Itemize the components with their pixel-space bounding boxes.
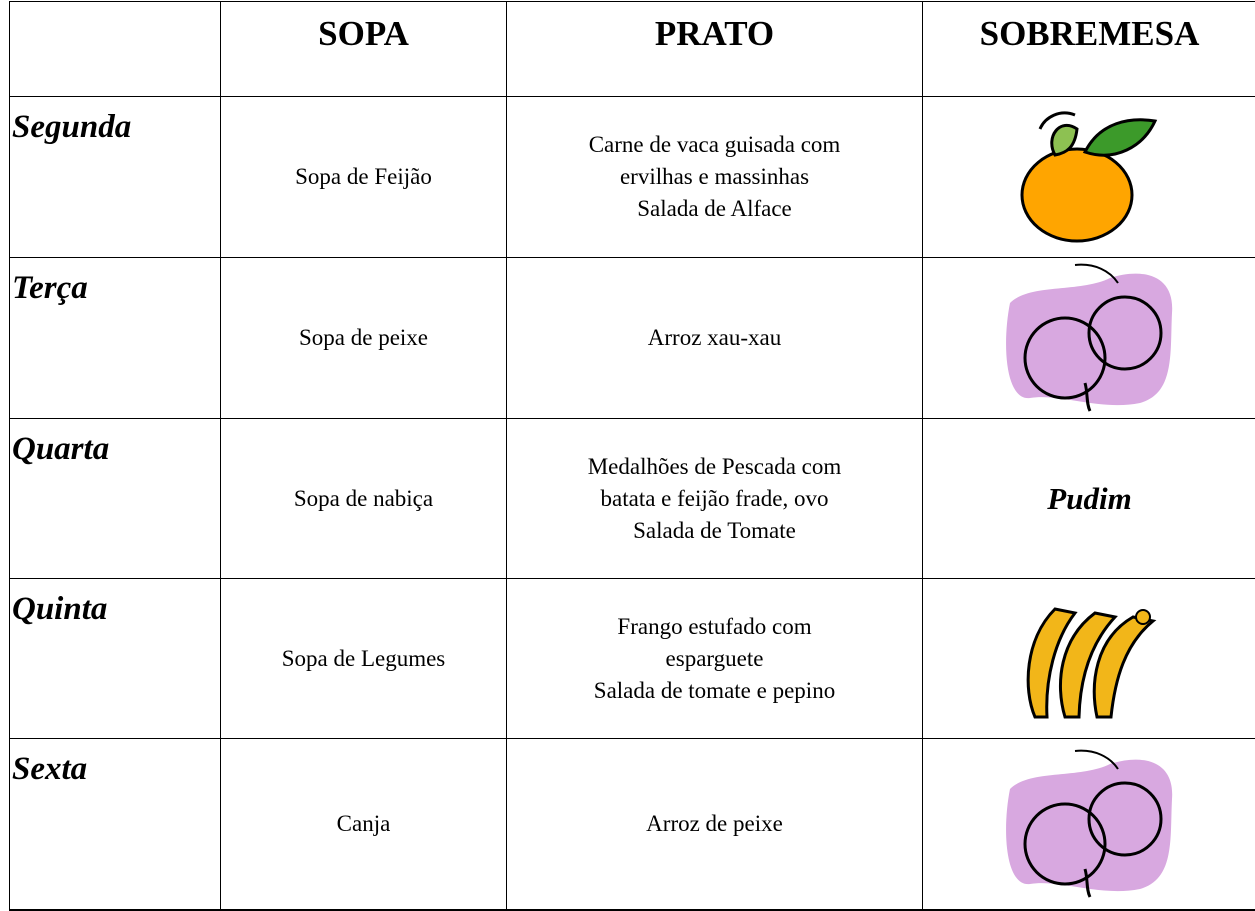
header-cell: SOBREMESA: [923, 2, 1255, 96]
soup-cell: Sopa de nabiça: [221, 419, 506, 578]
dish-line: Arroz de peixe: [646, 811, 783, 836]
day-label: Sexta: [10, 739, 220, 909]
bananas-clipart: [1026, 606, 1156, 718]
apples-clipart: [1005, 749, 1172, 898]
dish-line: Salada de tomate e pepino: [593, 677, 836, 703]
soup-cell: Sopa de Feijão: [221, 97, 506, 257]
soup-cell: Sopa de Legumes: [221, 579, 506, 738]
dish-cell: Carne de vaca guisada com ervilhas e mass…: [507, 97, 922, 257]
dessert-cell: Pudim: [923, 419, 1255, 578]
menu-table: SOPA PRATO SOBREMESA Segunda Sopa de Feij…: [9, 1, 1255, 911]
day-label: Quinta: [10, 579, 220, 738]
dessert-cell: [923, 579, 1255, 738]
orange-clipart: [1020, 111, 1157, 243]
day-label: Segunda: [10, 97, 220, 257]
soup-cell: Sopa de peixe: [221, 258, 506, 418]
dessert-cell: [923, 97, 1255, 257]
soup-cell: Canja: [221, 739, 506, 909]
corner-cell: [10, 2, 220, 96]
dessert-cell: [923, 258, 1255, 418]
dish-line: Frango estufado com: [617, 613, 812, 639]
dish-cell: Arroz de peixe: [507, 739, 922, 909]
dish-line: ervilhas e massinhas: [619, 164, 810, 189]
header-cell: PRATO: [507, 2, 922, 96]
dish-line: esparguete: [665, 645, 764, 671]
dessert-text: Pudim: [1047, 480, 1132, 516]
dessert-cell: [923, 739, 1255, 909]
dish-cell: Frango estufado com esparguete Salada de t…: [507, 579, 922, 738]
header-cell: SOPA: [221, 2, 506, 96]
dish-line: Salada de Tomate: [633, 517, 796, 543]
apples-clipart: [1005, 263, 1172, 412]
dish-line: Carne de vaca guisada com: [588, 132, 841, 157]
dish-line: Salada de Alface: [637, 196, 792, 221]
dish-cell: Arroz xau-xau: [507, 258, 922, 418]
dish-line: Arroz xau-xau: [647, 325, 782, 350]
day-label: Quarta: [10, 419, 220, 578]
dish-line: batata e feijão frade, ovo: [600, 485, 829, 511]
dish-line: Medalhões de Pescada com: [587, 453, 842, 479]
day-label: Terça: [10, 258, 220, 418]
dish-cell: Medalhões de Pescada com batata e feijão …: [507, 419, 922, 578]
